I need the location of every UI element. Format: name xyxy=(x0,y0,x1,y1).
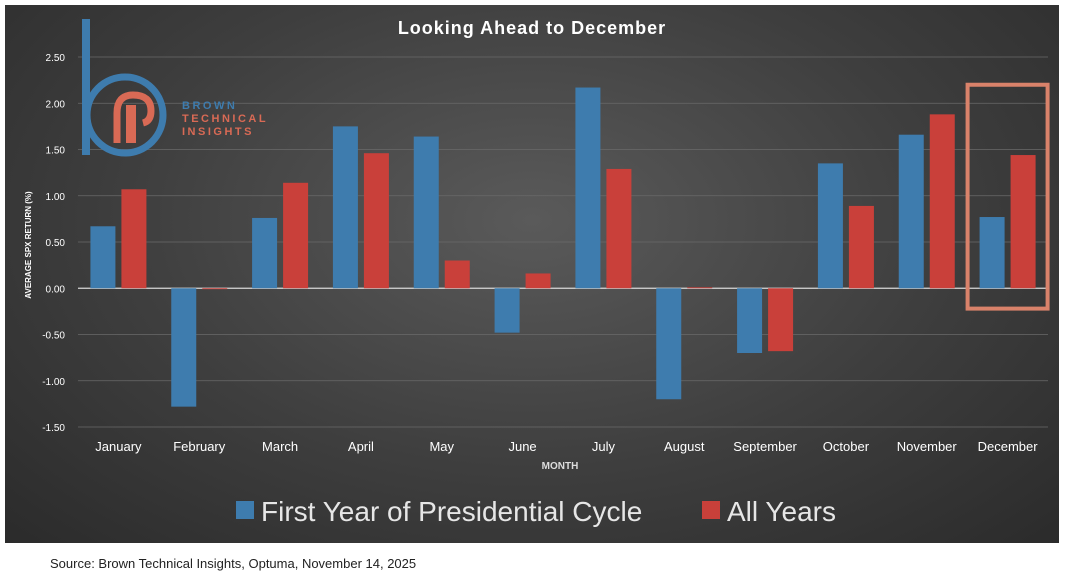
y-tick-label: 2.00 xyxy=(46,99,66,110)
y-tick-label: 1.50 xyxy=(46,146,66,157)
source-caption: Source: Brown Technical Insights, Optuma… xyxy=(50,556,417,571)
bars xyxy=(90,87,1036,407)
bar-first-year-october xyxy=(817,163,843,289)
bar-all-years-july xyxy=(606,168,632,289)
december-highlight-box xyxy=(965,82,1050,311)
x-tick-label: February xyxy=(173,439,226,454)
bar-all-years-february xyxy=(202,288,228,290)
x-tick-label: April xyxy=(348,439,374,454)
x-tick-label: September xyxy=(733,439,797,454)
y-tick-label: 2.50 xyxy=(46,53,66,64)
bar-first-year-may xyxy=(413,136,439,289)
chart-panel: 2.50 2.00 1.50 1.00 0.50 0.00 -0.50 -1.00 -1.50 … xyxy=(5,5,1059,543)
bar-first-year-january xyxy=(90,226,116,289)
bar-first-year-february xyxy=(171,288,197,407)
bar-first-year-december xyxy=(979,217,1005,289)
logo-text-brown: BROWN xyxy=(182,100,237,112)
bar-all-years-april xyxy=(363,153,389,289)
y-axis-label: AVERAGE SPX RETURN (%) xyxy=(24,191,33,299)
x-tick-label: May xyxy=(429,439,454,454)
legend: First Year of Presidential Cycle All Yea… xyxy=(236,496,836,527)
gridlines xyxy=(78,56,1048,428)
logo-text-insights: INSIGHTS xyxy=(182,126,254,138)
x-tick-label: December xyxy=(978,439,1039,454)
logo-text-technical: TECHNICAL xyxy=(182,113,268,125)
bar-all-years-may xyxy=(444,260,470,289)
y-tick-label: 0.50 xyxy=(46,238,66,249)
x-tick-label: October xyxy=(823,439,870,454)
brown-technical-insights-logo: BROWN TECHNICAL INSIGHTS xyxy=(82,19,268,157)
legend-label-first-year: First Year of Presidential Cycle xyxy=(261,496,642,527)
bar-all-years-march xyxy=(283,182,309,289)
bar-all-years-september xyxy=(768,288,794,352)
x-tick-label: July xyxy=(592,439,616,454)
chart-title: Looking Ahead to December xyxy=(398,18,666,38)
legend-swatch-first-year xyxy=(236,501,254,519)
x-axis-ticks: January February March April May June July Augu… xyxy=(95,439,1038,454)
bar-first-year-july xyxy=(575,87,601,289)
bar-all-years-june xyxy=(525,273,551,289)
bar-first-year-march xyxy=(252,217,278,289)
bar-first-year-september xyxy=(737,288,763,353)
logo-bowl xyxy=(83,73,167,157)
bar-all-years-january xyxy=(121,189,147,289)
y-tick-label: 0.00 xyxy=(46,284,66,295)
bar-first-year-june xyxy=(494,288,520,333)
x-axis-label: MONTH xyxy=(542,461,579,472)
bar-first-year-april xyxy=(332,126,358,289)
bar-all-years-december xyxy=(1010,155,1036,289)
bar-first-year-november xyxy=(898,134,924,289)
y-axis-ticks: 2.50 2.00 1.50 1.00 0.50 0.00 -0.50 -1.00 -1.50 xyxy=(42,53,65,434)
bar-first-year-august xyxy=(656,288,682,400)
y-tick-label: -0.50 xyxy=(42,331,65,342)
x-tick-label: March xyxy=(262,439,298,454)
y-tick-label: 1.00 xyxy=(46,192,66,203)
y-tick-label: -1.00 xyxy=(42,377,65,388)
logo-stem xyxy=(82,19,90,155)
logo-inner-arc xyxy=(113,91,155,143)
x-tick-label: August xyxy=(664,439,705,454)
x-tick-label: January xyxy=(95,439,142,454)
bar-chart: 2.502.001.501.000.500.00-0.50-1.00-1.50 … xyxy=(24,18,1050,527)
logo-inner-bar xyxy=(126,105,136,143)
legend-swatch-all-years xyxy=(702,501,720,519)
bar-all-years-august xyxy=(687,287,713,289)
bar-all-years-november xyxy=(929,114,955,289)
x-tick-label: June xyxy=(508,439,536,454)
x-tick-label: November xyxy=(897,439,958,454)
y-tick-label: -1.50 xyxy=(42,423,65,434)
bar-all-years-october xyxy=(848,205,874,289)
legend-label-all-years: All Years xyxy=(727,496,836,527)
